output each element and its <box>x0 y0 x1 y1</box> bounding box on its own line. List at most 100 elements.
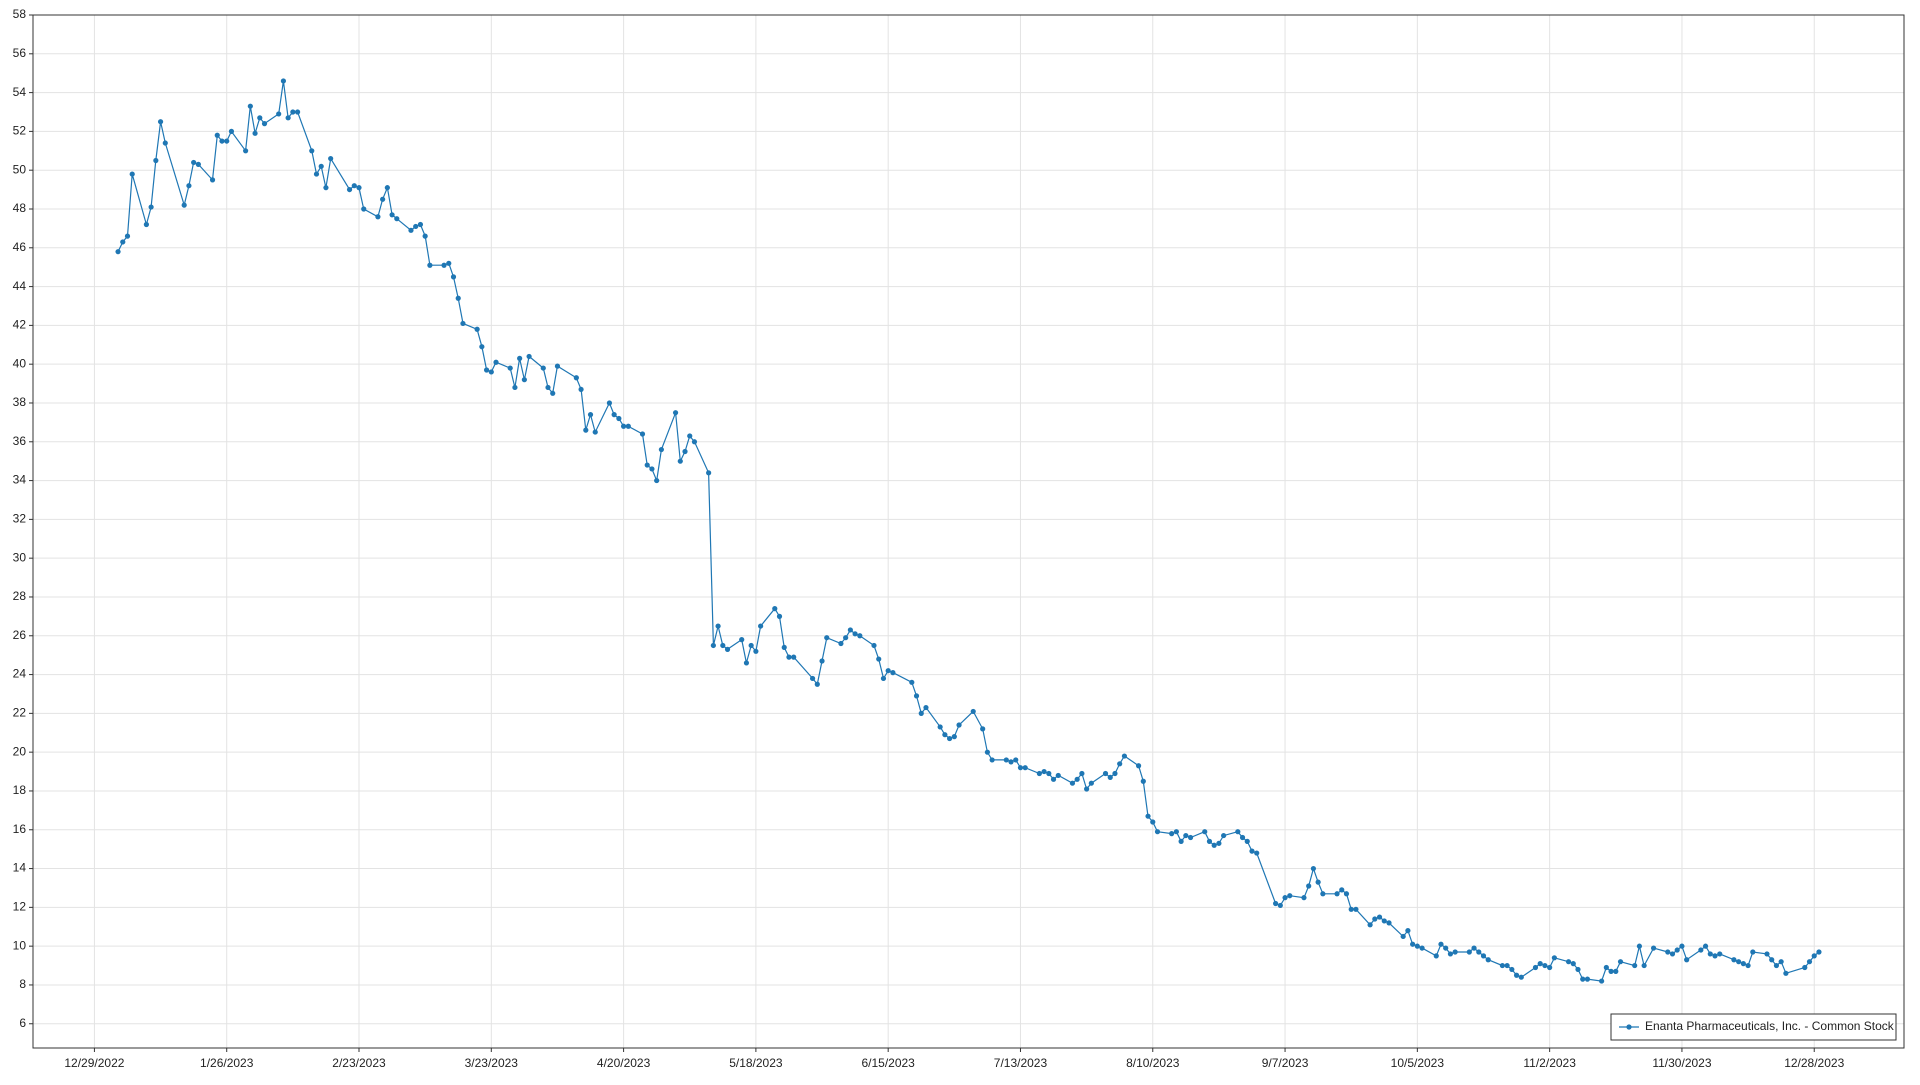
data-point <box>129 171 135 177</box>
x-tick-label: 3/23/2023 <box>465 1056 519 1070</box>
data-point <box>786 654 792 660</box>
data-point <box>691 439 698 445</box>
data-point <box>545 384 551 391</box>
y-tick-label: 48 <box>13 201 27 215</box>
data-point <box>573 375 579 381</box>
data-point <box>441 262 447 268</box>
data-point <box>1433 953 1439 959</box>
data-point <box>380 196 386 202</box>
data-point <box>658 446 664 453</box>
data-point <box>654 477 660 484</box>
data-point <box>1636 943 1643 949</box>
data-point <box>583 427 589 433</box>
data-point <box>984 749 990 755</box>
data-point <box>1211 842 1217 848</box>
data-point <box>1443 945 1449 951</box>
x-tick-label: 8/10/2023 <box>1126 1056 1180 1070</box>
data-point <box>318 163 324 169</box>
data-point <box>488 369 494 375</box>
data-point <box>540 365 546 371</box>
data-point <box>1008 759 1014 765</box>
data-point <box>1150 819 1156 825</box>
data-point <box>809 675 816 682</box>
data-point <box>408 227 414 233</box>
data-point <box>1480 953 1487 959</box>
data-point <box>606 400 613 406</box>
data-point <box>781 644 787 651</box>
data-point <box>450 274 457 280</box>
data-point <box>980 726 986 732</box>
data-point <box>1698 947 1704 953</box>
data-point <box>852 631 858 637</box>
data-point <box>427 262 433 268</box>
data-point <box>1400 933 1406 940</box>
data-point <box>512 384 518 391</box>
y-tick-label: 30 <box>13 550 27 564</box>
data-point <box>1315 879 1321 885</box>
data-point <box>1405 928 1411 934</box>
data-point <box>616 415 622 422</box>
data-point <box>1438 941 1444 947</box>
data-point <box>890 670 896 676</box>
y-tick-label: 14 <box>13 861 27 875</box>
data-point <box>384 185 390 191</box>
data-point <box>257 115 263 121</box>
data-point <box>1674 947 1680 953</box>
data-point <box>1513 972 1520 978</box>
data-point <box>672 410 679 416</box>
data-point <box>720 642 726 649</box>
y-tick-label: 58 <box>13 7 27 21</box>
data-point <box>1206 838 1213 845</box>
data-point <box>1055 772 1061 779</box>
data-point <box>1570 961 1576 967</box>
data-point <box>1650 945 1657 951</box>
data-point <box>157 119 164 125</box>
data-point <box>743 660 750 666</box>
data-point <box>413 223 419 230</box>
data-point <box>389 212 395 218</box>
data-point <box>1802 964 1808 971</box>
data-point <box>1235 829 1241 835</box>
data-point <box>639 431 646 437</box>
data-point <box>148 204 154 210</box>
data-point <box>361 206 367 212</box>
data-point <box>1669 951 1676 957</box>
data-point <box>1717 951 1723 957</box>
data-point <box>1575 966 1581 973</box>
data-point <box>739 637 745 643</box>
data-point <box>1736 959 1742 965</box>
data-point <box>285 115 291 121</box>
data-point <box>323 185 329 191</box>
data-point <box>219 138 225 144</box>
x-tick-label: 12/28/2023 <box>1784 1056 1844 1070</box>
data-point <box>1310 865 1317 872</box>
data-point <box>1301 895 1307 901</box>
data-point <box>1046 770 1052 777</box>
data-point <box>209 177 216 183</box>
data-point <box>1079 770 1085 777</box>
data-point <box>394 216 400 222</box>
data-point <box>871 642 877 649</box>
data-point <box>1410 941 1416 947</box>
data-point <box>1551 955 1557 961</box>
y-tick-label: 50 <box>13 162 27 176</box>
data-point <box>517 355 523 361</box>
data-point <box>1532 964 1539 971</box>
data-point <box>1074 776 1080 782</box>
y-tick-label: 38 <box>13 395 27 409</box>
x-tick-label: 11/30/2023 <box>1652 1056 1711 1070</box>
data-point <box>1580 976 1586 982</box>
data-point <box>1476 949 1482 955</box>
data-point <box>819 658 825 664</box>
y-tick-label: 46 <box>13 240 27 254</box>
data-point <box>195 161 201 167</box>
data-point <box>1202 829 1208 835</box>
x-tick-label: 2/23/2023 <box>332 1056 386 1070</box>
data-point <box>1343 891 1350 897</box>
data-point <box>1537 961 1543 967</box>
x-tick-label: 10/5/2023 <box>1391 1056 1445 1070</box>
data-point <box>748 642 754 649</box>
data-point <box>1783 970 1789 976</box>
data-point <box>181 202 187 208</box>
